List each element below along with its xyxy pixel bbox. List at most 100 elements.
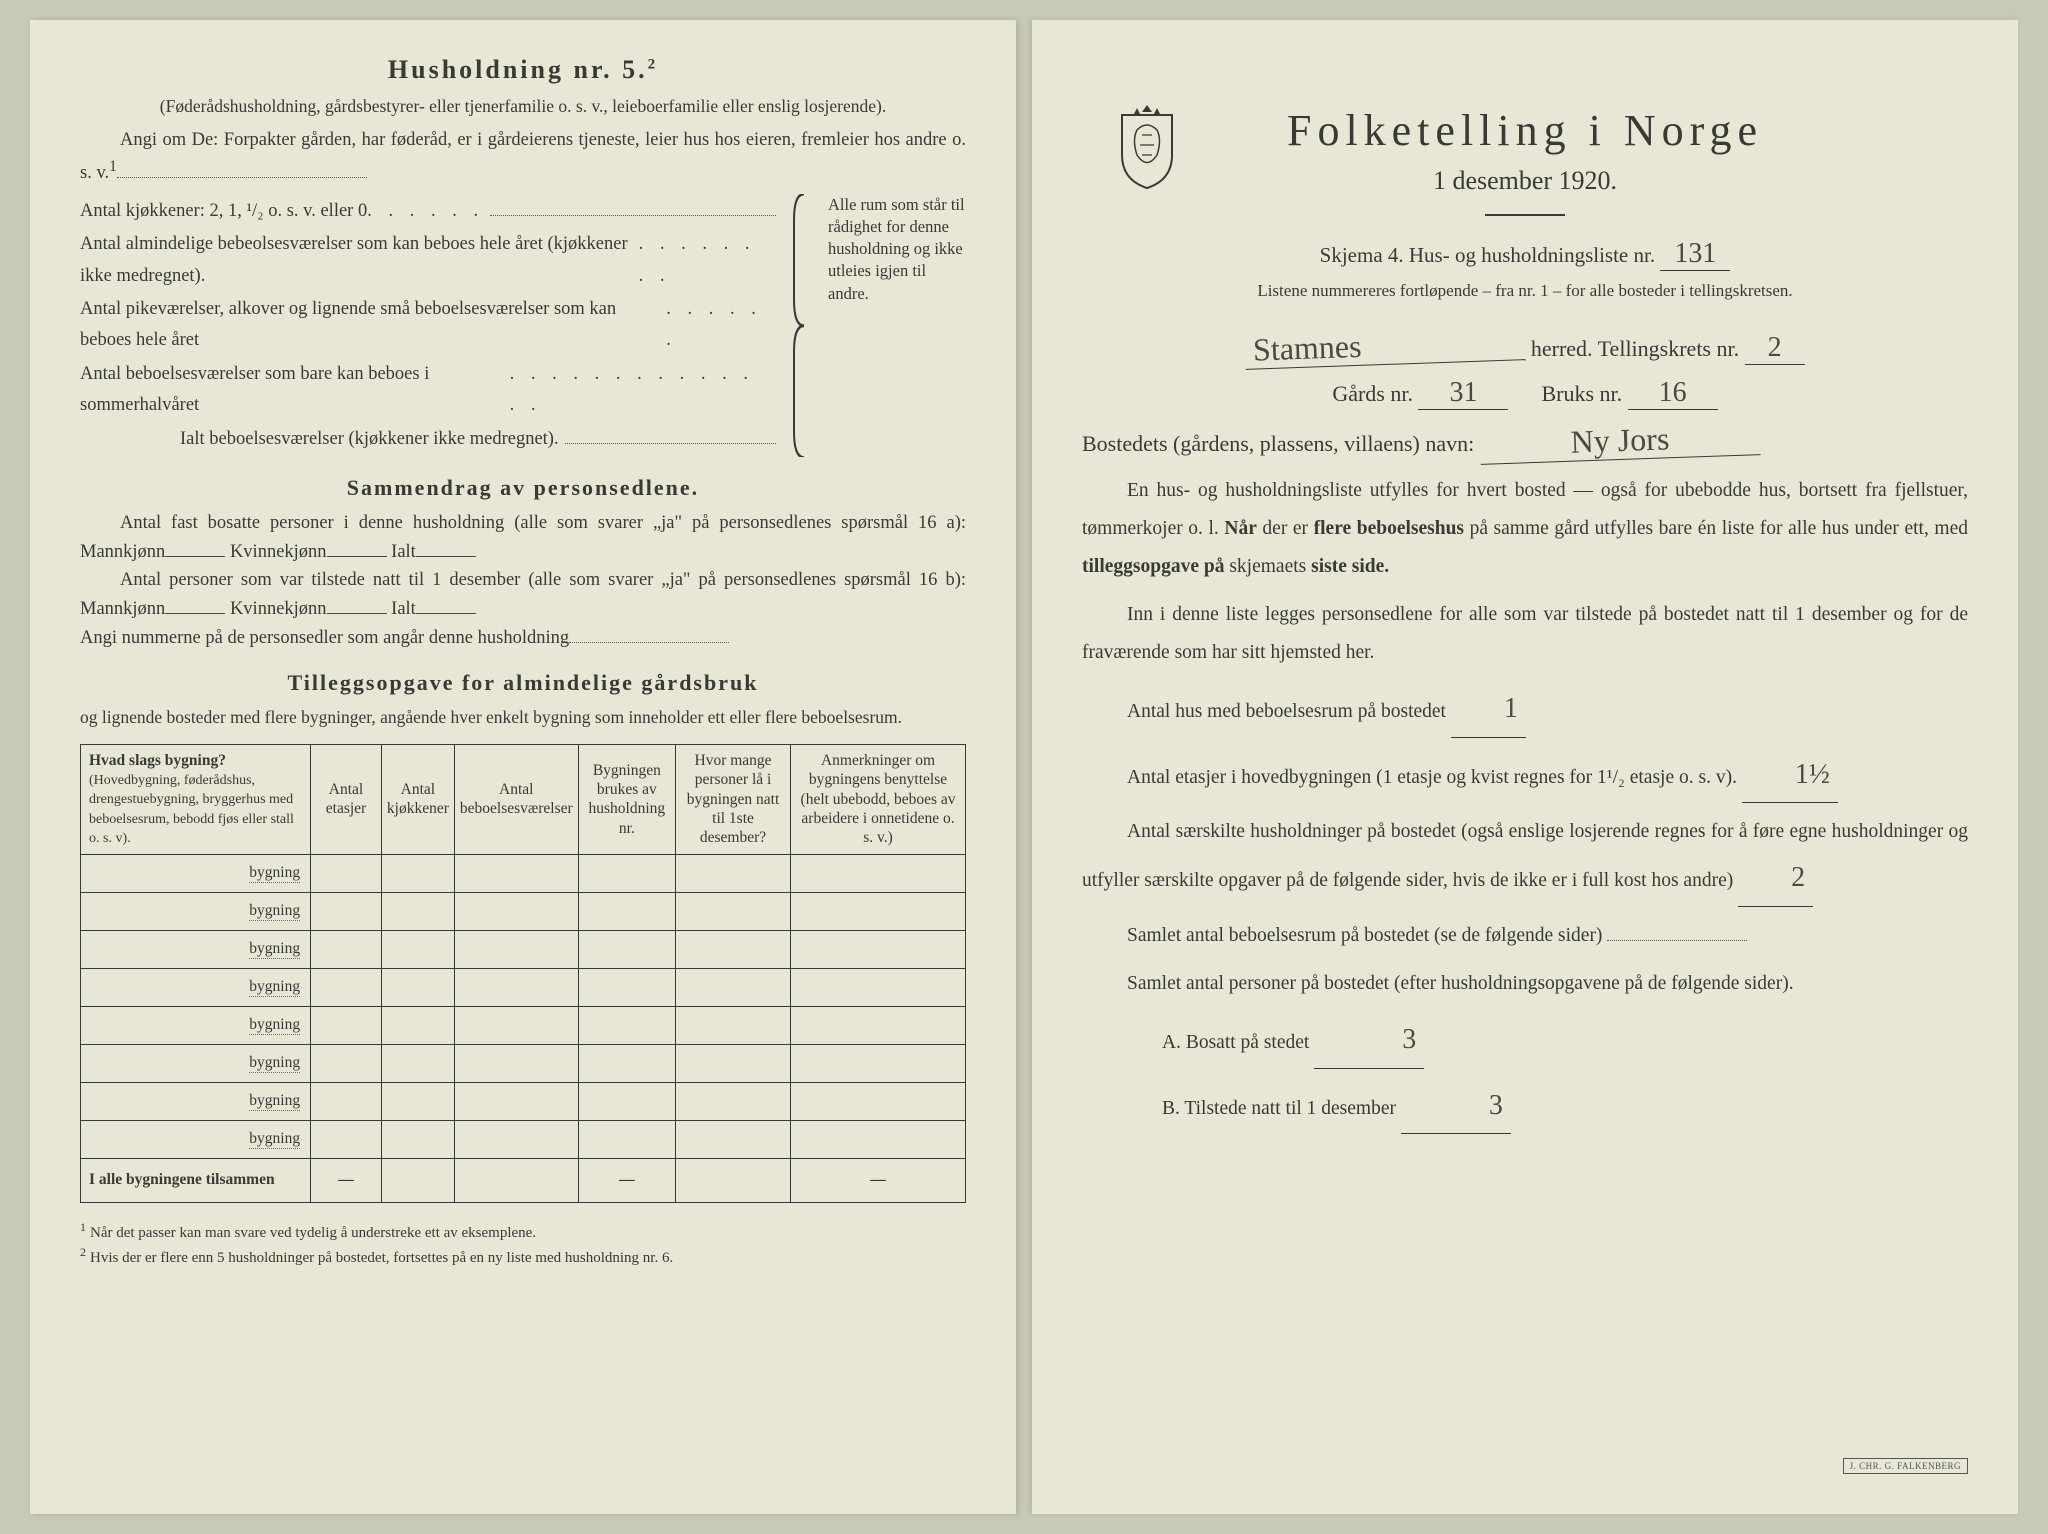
bruks-label: Bruks nr. [1541,381,1622,406]
th1b: (Hovedbygning, føderådshus, drengestueby… [89,773,294,847]
herred-row: Stamnes herred. Tellingskrets nr. 2 [1082,327,1968,365]
right-page: Folketelling i Norge 1 desember 1920. Sk… [1032,20,2018,1514]
intro2: Angi om De: Forpakter gården, har føderå… [80,126,966,188]
th1a: Hvad slags bygning? [89,752,226,769]
fn2: Hvis der er flere enn 5 husholdninger på… [90,1250,673,1266]
blank [165,539,225,557]
q3-label: Antal særskilte husholdninger på bostede… [1082,821,1968,891]
summary-heading: Sammendrag av personsedlene. [80,475,966,501]
para2: Inn i denne liste legges personsedlene f… [1082,596,1968,672]
liste-nr-value: 131 [1660,238,1730,271]
total-row: I alle bygningene tilsammen ——— [81,1158,966,1202]
rooms-total-label: Ialt beboelsesværelser (kjøkkener ikke m… [180,424,559,455]
footnotes: 1Når det passer kan man svare ved tydeli… [80,1219,966,1269]
blank [416,539,476,557]
totrow-label: I alle bygningene tilsammen [81,1158,311,1202]
byg-label: bygning [249,1016,300,1035]
printer-stamp: J. CHR. G. FALKENBERG [1843,1458,1968,1474]
sam3-text: Angi nummerne på de personsedler som ang… [80,628,569,648]
fill [565,430,776,444]
qA-label: A. Bosatt på stedet [1162,1032,1309,1053]
title-rule [1485,214,1565,216]
q4-label: Samlet antal beboelsesrum på bostedet (s… [1127,925,1602,946]
tillegg-sub: og lignende bosteder med flere bygninger… [80,704,966,731]
kv-label2: Kvinnekjønn [230,599,327,619]
byg-label: bygning [249,940,300,959]
q1-row: Antal hus med beboelsesrum på bostedet 1 [1082,682,1968,738]
th4: Antal beboelsesværelser [454,744,578,854]
brace-wrap [792,194,806,458]
blank [416,596,476,614]
th1: Hvad slags bygning? (Hovedbygning, føder… [81,744,311,854]
tillegg-heading: Tilleggsopgave for almindelige gårdsbruk [80,670,966,696]
q4-row: Samlet antal beboelsesrum på bostedet (s… [1082,917,1968,955]
q1-label: Antal hus med beboelsesrum på bostedet [1127,701,1446,722]
dots: . . . . . . [367,196,484,227]
gards-row: Gårds nr. 31 Bruks nr. 16 [1082,377,1968,410]
rooms2-label: Antal pikeværelser, alkover og lignende … [80,294,666,357]
th6: Hvor mange personer lå i bygningen natt … [676,744,791,854]
gards-label: Gårds nr. [1332,381,1413,406]
bruks-nr-value: 16 [1628,377,1718,410]
table-row: bygning [81,854,966,892]
table-body: bygning bygning bygning bygning bygning … [81,854,966,1202]
blank-line [117,160,367,178]
th2: Antal etasjer [311,744,382,854]
q5-row: Samlet antal personer på bostedet (efter… [1082,965,1968,1003]
th7: Anmerkninger om bygningens benyttelse (h… [791,744,966,854]
sam1-row: Antal fast bosatte personer i denne hush… [80,509,966,566]
a2-value: 1½ [1742,748,1838,804]
dots: . . . . . . . . [639,229,770,292]
table-row: bygning [81,930,966,968]
qB-label: B. Tilstede natt til 1 desember [1162,1098,1396,1119]
bosted-label: Bostedets (gårdens, plassens, villaens) … [1082,431,1474,456]
bracket-text: Alle rum som står til rådighet for denne… [816,194,966,458]
title-date: 1 desember 1920. [1082,166,1968,196]
aB-value: 3 [1401,1079,1511,1135]
household-heading: Husholdning nr. 5.2 [80,55,966,85]
blank [1607,923,1747,941]
byg-label: bygning [249,902,300,921]
sub-line: Listene nummereres fortløpende – fra nr.… [1082,281,1968,301]
table-row: bygning [81,968,966,1006]
rooms-block: Antal kjøkkener: 2, 1, ¹/₂ o. s. v. elle… [80,194,966,458]
qA-row: A. Bosatt på stedet 3 [1082,1013,1968,1069]
para1: En hus- og husholdningsliste utfylles fo… [1082,472,1968,586]
krets-nr-value: 2 [1745,332,1805,365]
q2-row: Antal etasjer i hovedbygningen (1 etasje… [1082,748,1968,804]
intro2-sup: 1 [109,158,117,175]
q2-label: Antal etasjer i hovedbygningen (1 etasje… [1127,767,1737,788]
table-row: bygning [81,1082,966,1120]
fn1: Når det passer kan man svare ved tydelig… [90,1225,536,1241]
a3-value: 2 [1738,851,1813,907]
byg-label: bygning [249,1092,300,1111]
blank [569,625,729,643]
byg-label: bygning [249,978,300,997]
coat-of-arms-icon [1112,100,1182,190]
blank [165,596,225,614]
herred-label: herred. Tellingskrets nr. [1531,336,1739,361]
byg-label: bygning [249,1054,300,1073]
h1-sup: 2 [648,56,659,72]
herred-value: Stamnes [1245,322,1526,370]
table-row: bygning [81,1006,966,1044]
q3-row: Antal særskilte husholdninger på bostede… [1082,813,1968,907]
kitchens-label: Antal kjøkkener: 2, 1, ¹/₂ o. s. v. elle… [80,196,367,227]
th3: Antal kjøkkener [381,744,454,854]
rooms-left: Antal kjøkkener: 2, 1, ¹/₂ o. s. v. elle… [80,194,782,458]
rooms1-label: Antal almindelige bebeolsesværelser som … [80,229,639,292]
th5: Bygningen brukes av husholdning nr. [578,744,675,854]
byg-label: bygning [249,1130,300,1149]
ialt-label2: Ialt [391,599,416,619]
skjema-label: Skjema 4. Hus- og husholdningsliste nr. [1320,243,1655,267]
gards-nr-value: 31 [1418,377,1508,410]
qB-row: B. Tilstede natt til 1 desember 3 [1082,1079,1968,1135]
table-row: bygning [81,892,966,930]
sam2-row: Antal personer som var tilstede natt til… [80,566,966,623]
intro1: (Føderådshusholdning, gårdsbestyrer- ell… [80,93,966,120]
rooms3-label: Antal beboelsesværelser som bare kan beb… [80,359,510,422]
aA-value: 3 [1314,1013,1424,1069]
blank [327,596,387,614]
dots: . . . . . . . . . . . . . . [510,359,770,422]
building-table: Hvad slags bygning? (Hovedbygning, føder… [80,744,966,1203]
